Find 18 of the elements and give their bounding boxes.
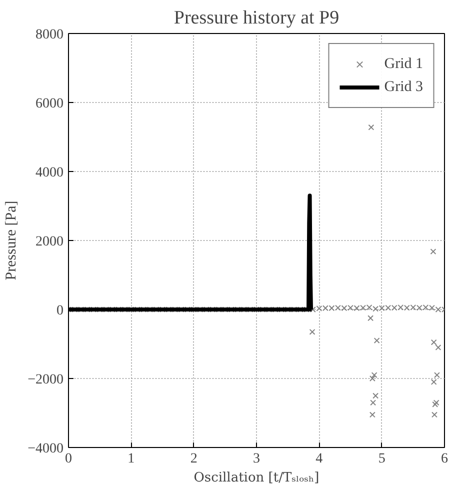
y-tick-label: 2000	[36, 234, 64, 250]
y-axis-title: Pressure [Pa]	[4, 200, 20, 280]
x-tick-label: 3	[253, 452, 260, 466]
x-tick-label: 1	[128, 452, 135, 466]
y-tick-label: 8000	[36, 28, 64, 42]
chart-title: Pressure history at P9	[174, 8, 340, 28]
y-tick-label: 6000	[36, 96, 64, 112]
legend-label: Grid 1	[384, 56, 423, 72]
x-axis-title: Oscillation [t/Tₛₗₒₛₕ]	[194, 470, 320, 486]
y-tick-label: 4000	[36, 166, 64, 180]
x-tick-label: 4	[316, 452, 323, 466]
x-tick-label: 6	[441, 452, 448, 466]
legend-label: Grid 3	[384, 78, 423, 96]
x-tick-label: 2	[190, 452, 198, 466]
y-tick-label: 0	[56, 304, 64, 318]
y-tick-label: −4000	[28, 442, 64, 456]
y-tick-label: −2000	[28, 372, 64, 388]
x-tick-label: 5	[378, 452, 386, 466]
